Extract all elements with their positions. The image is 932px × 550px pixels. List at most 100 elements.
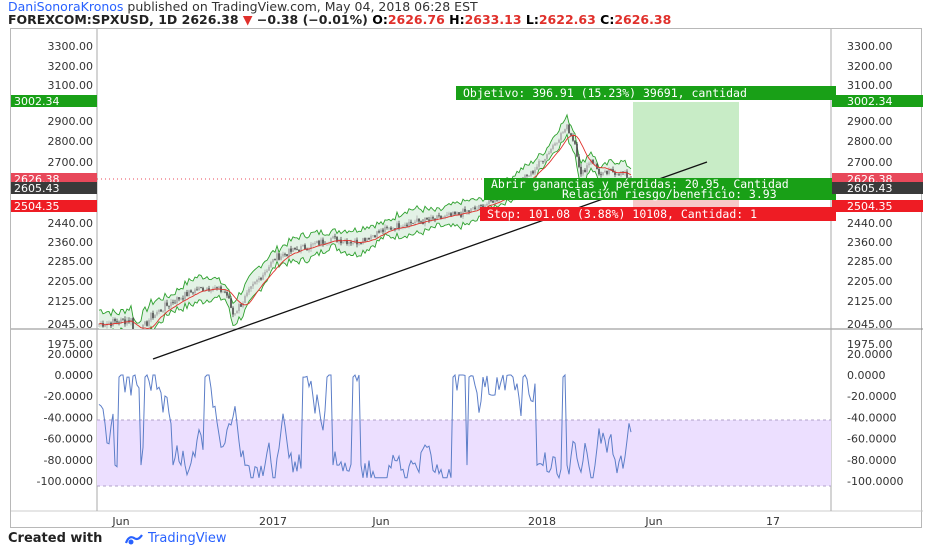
candle-body — [414, 221, 416, 224]
loss-zone[interactable] — [633, 200, 739, 208]
band-lower — [112, 132, 632, 329]
candle-body — [172, 302, 174, 303]
candle-body — [578, 156, 580, 167]
price-tick-left: 2440.00 — [48, 217, 94, 230]
candle-body — [426, 217, 428, 220]
candle-body — [322, 239, 324, 244]
candle-body — [360, 243, 362, 244]
price-marker-left-target — [11, 95, 97, 107]
candle-body — [218, 286, 220, 289]
candle-body — [200, 287, 202, 289]
candle-body — [158, 309, 160, 313]
candle-body — [428, 219, 430, 221]
candle-body — [602, 172, 604, 175]
tradingview-logo-icon[interactable] — [124, 532, 144, 546]
candle-body — [446, 214, 448, 216]
candle-body — [566, 124, 568, 130]
candle-body — [144, 321, 146, 325]
price-tick-right: 2045.00 — [847, 318, 893, 331]
symbol-name[interactable]: FOREXCOM:SPXUSD, 1D — [8, 12, 178, 27]
candle-body — [546, 154, 548, 159]
price-tick-left: 2360.00 — [48, 236, 94, 249]
candle-body — [436, 215, 438, 220]
candle-body — [198, 287, 200, 291]
candle-body — [398, 223, 400, 229]
candle-body — [264, 272, 266, 275]
price-tick-right: 3300.00 — [847, 40, 893, 53]
candle-body — [354, 239, 356, 244]
price-tick-left: 3100.00 — [48, 79, 94, 92]
chart-canvas[interactable]: Objetivo: 396.91 (15.23%) 39691, cantida… — [11, 29, 923, 529]
candle-body — [278, 253, 280, 260]
target-label-bg[interactable] — [456, 86, 836, 100]
candle-body — [486, 203, 488, 206]
candle-body — [182, 298, 184, 300]
price-marker-right-entry — [832, 182, 923, 194]
candle-body — [130, 318, 132, 323]
candle-body — [256, 279, 258, 282]
price-tick-left: 2700.00 — [48, 156, 94, 169]
candle-body — [350, 242, 352, 244]
candle-body — [478, 205, 480, 209]
candle-body — [626, 171, 628, 178]
candle-body — [164, 302, 166, 312]
candle-body — [340, 239, 342, 244]
band-fill — [99, 114, 631, 329]
price-marker-left-entry — [11, 182, 97, 194]
price-tick-left: 1975.00 — [48, 338, 94, 351]
candle-body — [254, 281, 256, 284]
candle-body — [376, 231, 378, 238]
price-marker-left-text: 2504.35 — [14, 200, 60, 213]
open-value: 2626.76 — [387, 12, 445, 27]
candle-body — [178, 297, 180, 300]
price-tick-left: 2045.00 — [48, 318, 94, 331]
stop-label-bg[interactable] — [480, 207, 836, 221]
candle-body — [318, 240, 320, 245]
candle-body — [450, 213, 452, 216]
price-tick-right: 2360.00 — [847, 236, 893, 249]
time-label: Jun — [371, 515, 389, 528]
price-tick-right: 2440.00 — [847, 217, 893, 230]
candle-body — [610, 169, 612, 170]
open-pl-label: Abrir ganancias y pérdidas: 20.95, Canti… — [491, 177, 789, 191]
osc-tick-left: -40.0000 — [44, 411, 93, 424]
osc-tick-left: 0.0000 — [55, 369, 94, 382]
publish-line: DaniSonoraKronos published on TradingVie… — [8, 0, 478, 14]
candle-body — [594, 163, 596, 165]
oscillator-axis-ticks: 20.0000 20.0000 0.0000 0.0000 -20.0000 -20.00… — [37, 348, 904, 488]
candle-body — [174, 302, 176, 304]
candle-body — [618, 174, 620, 176]
candle-body — [394, 228, 396, 230]
candle-body — [336, 236, 338, 242]
candle-body — [332, 236, 334, 239]
candle-body — [184, 292, 186, 300]
price-tick-left: 3300.00 — [48, 40, 94, 53]
candle-body — [190, 290, 192, 293]
candle-body — [488, 200, 490, 204]
candle-body — [306, 249, 308, 251]
candle-body — [302, 244, 304, 247]
candle-body — [316, 240, 318, 244]
oscillator-zone — [97, 420, 831, 486]
candle-body — [140, 335, 142, 337]
candle-body — [440, 215, 442, 219]
candle-body — [304, 244, 306, 250]
candle-body — [208, 288, 210, 291]
author-link[interactable]: DaniSonoraKronos — [8, 0, 124, 14]
candle-body — [288, 248, 290, 257]
candle-body — [352, 243, 354, 244]
candle-body — [284, 253, 286, 255]
chart-frame[interactable]: Objetivo: 396.91 (15.23%) 39691, cantida… — [10, 28, 923, 529]
candle-body — [136, 334, 138, 337]
candle-body — [464, 209, 466, 212]
osc-tick-right: -60.0000 — [847, 433, 896, 446]
candle-body — [468, 210, 470, 212]
time-axis-labels: Jun 2017 Jun 2018 Jun 17 — [111, 515, 780, 528]
tradingview-brand[interactable]: TradingView — [148, 531, 227, 546]
open-pl-label-bg[interactable] — [484, 178, 836, 200]
candle-body — [300, 246, 302, 252]
candle-body — [262, 274, 264, 280]
candle-body — [196, 289, 198, 291]
candle-body — [528, 175, 530, 177]
osc-tick-right: 20.0000 — [847, 348, 893, 361]
